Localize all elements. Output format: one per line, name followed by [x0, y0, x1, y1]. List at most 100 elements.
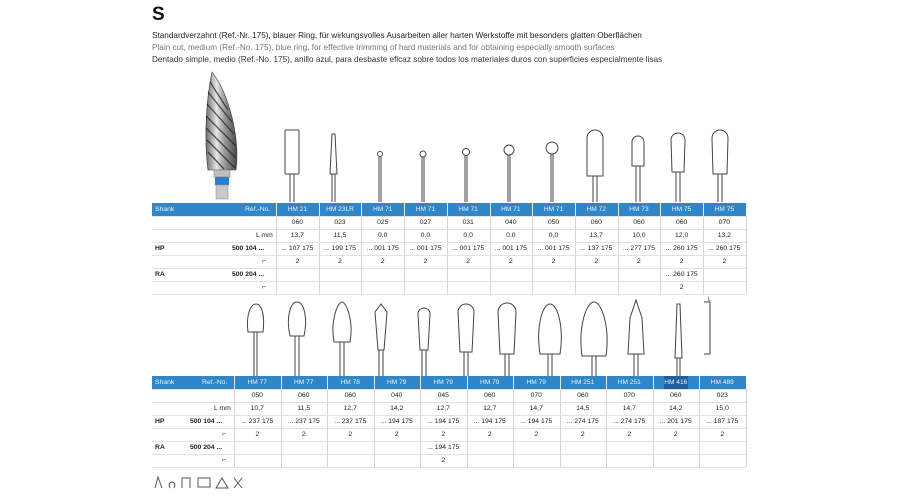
- header-divider: [404, 203, 406, 216]
- ref-header: Ref.-No.: [202, 379, 228, 386]
- hp-pack-cell: 2: [679, 258, 684, 265]
- header-divider: [446, 203, 448, 216]
- row-divider: [152, 441, 746, 442]
- length-cell: 10,7: [250, 405, 264, 412]
- ra-pack-cell: [575, 281, 618, 294]
- lmm-label: L mm: [214, 405, 231, 412]
- pack-icon: ⌐: [262, 258, 266, 265]
- column-header: HM 75: [714, 206, 735, 213]
- size-cell: 023: [716, 392, 728, 399]
- length-cell: 12,0: [675, 232, 689, 239]
- section-letter: S: [152, 4, 165, 25]
- hp-row: HP 500 104 ... ... 237 175 ... 237 175...…: [152, 415, 746, 428]
- column-header: HM 71: [501, 206, 521, 213]
- header-divider: [276, 203, 277, 216]
- column-header: HM 78: [340, 379, 360, 386]
- hp-code-cell: ... 001 175: [452, 245, 485, 252]
- hp-code-cell: ... 194 175: [473, 418, 506, 425]
- hp-code-cell: ... 201 175: [659, 418, 692, 425]
- ra-code-cell: [575, 268, 618, 281]
- header-divider: [606, 376, 607, 389]
- ra-code-cell: [447, 268, 490, 281]
- column-header: HM 71: [373, 206, 393, 213]
- ra-code-cell: [513, 441, 560, 454]
- ra-pack-cell: [319, 281, 362, 294]
- length-cell: 14,5: [576, 405, 590, 412]
- sizes-row: 050 060 060 040 045 060 070 060 070 060 023: [152, 389, 746, 402]
- hp-code-cell: ... 001 175: [366, 245, 399, 252]
- row-divider: [152, 255, 746, 256]
- size-cell: 060: [484, 392, 496, 399]
- carbide-bur-photo: [198, 70, 248, 200]
- shank-header: Shank: [155, 379, 175, 386]
- length-cell: 14,2: [669, 405, 683, 412]
- size-cell: 031: [462, 219, 474, 226]
- hp-pack-cell: 2: [441, 431, 446, 438]
- ra-code-cell: [404, 268, 447, 281]
- hp-code-cell: ... 237 175: [241, 418, 274, 425]
- hp-code-cell: ... 001 175: [537, 245, 570, 252]
- header-divider: [699, 376, 700, 389]
- length-cell: 0,0: [506, 232, 516, 239]
- hp-pack-cell: 2: [348, 431, 353, 438]
- ref-header: Ref.-No.: [245, 206, 271, 213]
- hp-code-cell: ... 260 175: [665, 245, 698, 252]
- size-cell: 060: [344, 392, 356, 399]
- hp-pack-cell: 2: [466, 258, 471, 265]
- hp-pack-cell: 2: [580, 431, 585, 438]
- hp-pack-cell: 2: [720, 431, 725, 438]
- hp-pack-cell: 2: [255, 431, 260, 438]
- size-cell: 070: [623, 392, 635, 399]
- size-cell: 060: [670, 392, 682, 399]
- header-divider: [466, 376, 468, 389]
- length-cell: 11,5: [333, 232, 347, 239]
- ra-pack-cell: [234, 454, 281, 467]
- length-cell: 12,7: [483, 405, 497, 412]
- hp-ref: 500 104 ...: [190, 418, 223, 425]
- description-spanish: Dentado simple, medio (Ref.-No. 175), an…: [152, 55, 663, 64]
- hp-pack-cell: 2: [627, 431, 632, 438]
- row-divider: [152, 428, 746, 429]
- ra-ref: 500 204 ...: [232, 271, 265, 278]
- column-header: HM 72: [586, 206, 606, 213]
- column-header: HM 71: [458, 206, 478, 213]
- hp-pack-cell: 2: [380, 258, 385, 265]
- hp-pack-cell: 2: [508, 258, 513, 265]
- ra-row: RA 500 204 ... ... 260 175: [152, 268, 746, 281]
- ra-label: RA: [155, 444, 165, 451]
- description-english: Plain cut, medium (Ref.-No. 175), blue r…: [152, 43, 615, 52]
- hp-row: HP 500 104 ... ... 107 175 ... 199 175...…: [152, 242, 746, 255]
- column-header: HM 73: [629, 206, 649, 213]
- hp-pack-row: ⌐ 2 2 2 2 2 2 2 2 2 2 2: [152, 255, 746, 268]
- header-divider: [652, 376, 654, 389]
- size-cell: 070: [530, 392, 542, 399]
- ra-pack-cell: [703, 281, 746, 294]
- dimension-label: L: [708, 297, 712, 303]
- ra-pack-cell: 2: [441, 457, 446, 464]
- size-cell: 045: [437, 392, 449, 399]
- header-divider: [574, 203, 576, 216]
- hp-code-cell: ... 274 175: [613, 418, 646, 425]
- ra-pack-cell: [513, 454, 560, 467]
- ra-pack-cell: [653, 454, 700, 467]
- header-divider: [318, 203, 320, 216]
- hp-code-cell: ... 199 175: [323, 245, 357, 252]
- ra-code-cell: [606, 441, 653, 454]
- hp-pack-cell: 2: [722, 258, 727, 265]
- header-divider: [327, 376, 328, 389]
- header-divider: [234, 376, 235, 389]
- size-cell: 060: [633, 219, 645, 226]
- header-divider: [660, 203, 662, 216]
- ra-pack-cell: [404, 281, 447, 294]
- hp-pack-cell: 2: [423, 258, 428, 265]
- length-cell: 0,0: [378, 232, 388, 239]
- ra-code-cell: [703, 268, 746, 281]
- length-cell: 13,2: [717, 232, 731, 239]
- size-cell: 060: [590, 219, 602, 226]
- hp-code-cell: ... 237 175: [287, 418, 320, 425]
- hp-pack-cell: 2: [487, 431, 492, 438]
- hp-code-cell: ... 187 175: [706, 418, 739, 425]
- ra-code-cell: ... 194 175: [427, 444, 460, 451]
- length-cell: 14,7: [529, 405, 543, 412]
- ra-pack-cell: [560, 454, 607, 467]
